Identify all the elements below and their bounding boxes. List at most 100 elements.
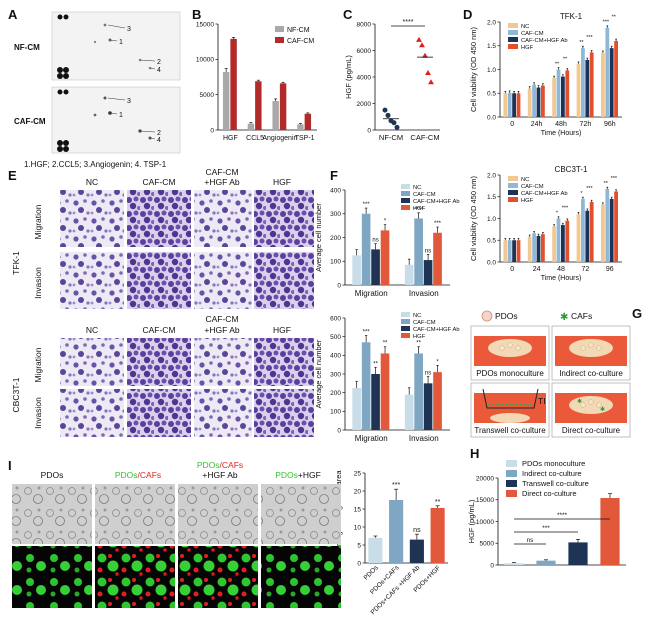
legend-label: CAF-CM+HGF Ab <box>413 327 460 333</box>
data-point <box>419 42 425 48</box>
x-tick-label: 0 <box>510 266 514 273</box>
culture-legend: PDOs ✱ CAFs <box>481 310 592 323</box>
bar-series-0 <box>404 264 414 285</box>
svg-text:Direct co-culture: Direct co-culture <box>562 426 621 435</box>
y-axis-title: Cell viability (OD 450 nm) <box>469 26 478 112</box>
y-tick-label: 0.0 <box>487 114 496 121</box>
bar-series-2 <box>609 198 614 262</box>
bar-series-1 <box>414 218 423 285</box>
array-membrane-caf <box>51 86 181 154</box>
bar <box>430 507 445 563</box>
significance-label: **** <box>414 207 424 213</box>
legend-swatch <box>401 184 410 189</box>
legend-swatch <box>401 312 410 317</box>
legend-label: Transwell co-culture <box>522 479 589 488</box>
bar-series-2 <box>585 210 590 262</box>
y-tick-label: 2.0 <box>487 19 496 26</box>
bar-series-2 <box>371 374 380 430</box>
comparison-label: **** <box>557 512 568 519</box>
data-point <box>428 79 434 85</box>
significance-label: ** <box>416 341 421 347</box>
bar-series-1 <box>556 69 561 117</box>
y-axis-title: Cell viability (OD 450 nm) <box>469 175 478 261</box>
micrographs-cbc3t1 <box>60 338 314 437</box>
legend-label: CAF-CM+HGF Ab <box>413 199 460 205</box>
y-tick-label: 100 <box>330 259 341 266</box>
legend-swatch <box>508 197 518 202</box>
bar-series-3 <box>589 52 594 117</box>
data-point <box>391 120 397 126</box>
data-point <box>422 52 428 58</box>
y-tick-label: 1.0 <box>487 67 496 74</box>
spot-markers: 3 1 2 4 3 1 2 4 <box>107 24 161 144</box>
x-tick-label: HGF <box>223 135 238 142</box>
y-tick-label: 4000 <box>357 74 372 81</box>
bar-series-3 <box>614 41 618 117</box>
significance-label: *** <box>603 20 610 26</box>
svg-text:3: 3 <box>127 98 131 105</box>
chart-f-tfk1: 0 100 200 300 400 Average cell number *** ns * Mi… <box>314 184 460 298</box>
y-tick-label: 0 <box>210 127 214 134</box>
y-tick-label: 8000 <box>357 21 372 28</box>
svg-text:PDOs: PDOs <box>41 470 64 480</box>
y-tick-label: 100 <box>330 409 341 416</box>
x-tick-label: 48h <box>555 121 567 128</box>
y-tick-label: 0 <box>337 282 341 289</box>
bar-nf-cm <box>297 124 304 130</box>
legend-swatch <box>508 37 518 42</box>
y-tick-label: 6000 <box>357 48 372 55</box>
legend-label: HGF <box>413 206 426 212</box>
bar-series-2 <box>609 48 614 117</box>
bar-series-1 <box>532 233 536 262</box>
legend-label: CAF-CM+HGF Ab <box>521 191 568 197</box>
legend-label: CAF-CM <box>413 192 436 198</box>
y-tick-label: 400 <box>330 353 341 360</box>
comparison-label: *** <box>542 525 550 532</box>
legend-swatch <box>401 333 410 338</box>
y-tick-label: 200 <box>330 390 341 397</box>
panel-label-h: H <box>470 446 479 461</box>
x-tick-label: 24h <box>531 121 543 128</box>
bar-nf-cm <box>222 72 230 130</box>
bar-caf-cm <box>230 38 237 131</box>
culture-box-indirect: Indirect co-culture <box>551 325 631 381</box>
svg-text:✱: ✱ <box>560 312 568 323</box>
legend-label: HGF <box>521 198 534 204</box>
bar-series-0 <box>527 88 532 117</box>
svg-text:Transwell co-culture: Transwell co-culture <box>474 426 546 435</box>
significance-label: **** <box>403 19 414 26</box>
bar-series-2 <box>423 383 433 430</box>
svg-text:✱: ✱ <box>600 406 605 413</box>
y-tick-label: 200 <box>330 235 341 242</box>
culture-box-direct: ✱ ✱ Direct co-culture <box>551 382 631 438</box>
significance-label: *** <box>562 206 569 212</box>
bar-series-0 <box>552 226 557 262</box>
bar <box>409 539 424 563</box>
bar-series-1 <box>605 188 610 262</box>
panel-label-g: G <box>632 306 642 321</box>
data-point <box>382 107 388 113</box>
y-tick-label: 300 <box>330 211 341 218</box>
culture-box-mono: PDOs monoculture <box>470 325 550 381</box>
bar-series-1 <box>507 92 512 117</box>
legend-label: NC <box>521 24 529 30</box>
bar-series-0 <box>601 204 605 262</box>
legend-label: Indirect co-culture <box>522 469 582 478</box>
x-tick-label: 72h <box>580 121 592 128</box>
y-tick-label: 300 <box>330 371 341 378</box>
data-point <box>416 36 422 42</box>
bar-series-1 <box>581 198 585 262</box>
bar <box>536 560 556 565</box>
bar-nf-cm <box>247 123 255 130</box>
x-tick-label: 0 <box>510 121 514 128</box>
y-axis-title: HGF (pg/mL) <box>344 55 353 99</box>
x-tick-label: TSP-1 <box>295 135 315 142</box>
y-axis-title: HGF (pg/mL) <box>467 499 476 543</box>
svg-text:1: 1 <box>119 112 123 119</box>
y-tick-label: 20000 <box>476 475 494 482</box>
cell-line-tfk1: TFK-1 <box>11 251 21 275</box>
bar-series-2 <box>536 87 541 117</box>
data-point <box>385 112 391 118</box>
